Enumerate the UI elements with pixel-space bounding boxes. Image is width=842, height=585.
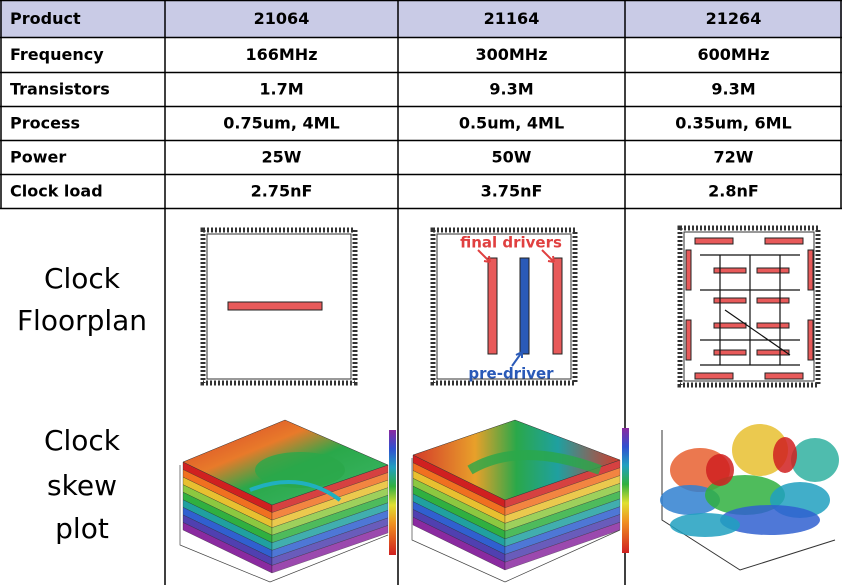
cell-value: 25W xyxy=(262,148,302,167)
row-label: Frequency xyxy=(10,45,104,64)
chip-inner xyxy=(683,231,815,382)
plot-axis xyxy=(661,430,836,571)
driver-bar xyxy=(756,267,790,274)
header-background xyxy=(0,0,842,37)
driver-bar xyxy=(685,249,692,291)
section-label: Clock xyxy=(44,424,121,457)
plot-axis xyxy=(411,458,621,583)
cell-value: 166MHz xyxy=(245,45,317,64)
cell-value: 9.3M xyxy=(711,80,755,99)
cell-value: 2.75nF xyxy=(251,182,313,201)
color-scale xyxy=(389,430,396,555)
row-label: Clock load xyxy=(10,182,103,201)
cell-value: 21064 xyxy=(254,9,310,28)
driver-bar xyxy=(713,322,747,329)
clock-wiring xyxy=(700,254,800,366)
plot-axis xyxy=(179,465,389,583)
plot-peak xyxy=(720,505,820,535)
cell-value: 9.3M xyxy=(489,80,533,99)
cell-value: 600MHz xyxy=(697,45,769,64)
cell-value: 50W xyxy=(492,148,532,167)
annotation: pre-driver xyxy=(468,365,554,383)
cell-value: 300MHz xyxy=(475,45,547,64)
plot-peak xyxy=(773,437,797,473)
driver-bar xyxy=(713,267,747,274)
plot-side xyxy=(271,525,389,574)
arrow xyxy=(477,249,491,263)
driver-bar xyxy=(764,372,804,380)
cell-value: 21164 xyxy=(484,9,540,28)
driver-bar xyxy=(807,249,814,291)
driver-bar xyxy=(694,372,734,380)
arrow xyxy=(541,249,555,263)
plot-peak xyxy=(660,485,720,515)
driver-bar xyxy=(764,237,804,245)
cell-value: 0.35um, 6ML xyxy=(675,114,791,133)
driver-bar xyxy=(519,257,530,355)
row-label: Process xyxy=(10,114,80,133)
row-label: Transistors xyxy=(10,80,110,99)
chip-outline xyxy=(430,227,578,386)
row-label: Product xyxy=(10,9,81,28)
cell-value: 72W xyxy=(714,148,754,167)
driver-bar xyxy=(552,257,563,355)
color-scale xyxy=(622,428,629,553)
annotation: final drivers xyxy=(460,234,562,252)
plot-peak xyxy=(670,513,740,537)
cell-value: 0.5um, 4ML xyxy=(459,114,564,133)
plot-valley xyxy=(255,452,345,488)
driver-bar xyxy=(756,322,790,329)
driver-bar xyxy=(713,297,747,304)
plot-ridge xyxy=(467,450,602,475)
cell-value: 2.8nF xyxy=(708,182,759,201)
driver-bar xyxy=(713,349,747,356)
driver-bar xyxy=(807,319,814,361)
cell-value: 3.75nF xyxy=(481,182,543,201)
cell-value: 0.75um, 4ML xyxy=(223,114,339,133)
driver-bar xyxy=(685,319,692,361)
section-label: Clock xyxy=(44,262,121,295)
driver-bar xyxy=(487,257,498,355)
chip-outline xyxy=(677,225,821,388)
plot-peak xyxy=(706,454,734,486)
chip-inner xyxy=(436,233,572,380)
chip-outline xyxy=(200,227,358,386)
driver-bar xyxy=(694,237,734,245)
row-label: Power xyxy=(10,148,66,167)
cell-value: 1.7M xyxy=(259,80,303,99)
driver-bar xyxy=(756,349,790,356)
driver-bar xyxy=(756,297,790,304)
chip-inner xyxy=(206,233,352,380)
plot-peak xyxy=(732,424,788,476)
section-label: skew xyxy=(47,469,117,502)
plot-peak xyxy=(791,438,839,482)
plot-peak xyxy=(705,475,785,515)
section-label: Floorplan xyxy=(17,304,147,337)
cell-value: 21264 xyxy=(706,9,762,28)
section-label: plot xyxy=(55,512,109,545)
plot-ridge xyxy=(249,480,342,502)
driver-bar xyxy=(227,301,323,311)
arrow xyxy=(511,351,523,367)
